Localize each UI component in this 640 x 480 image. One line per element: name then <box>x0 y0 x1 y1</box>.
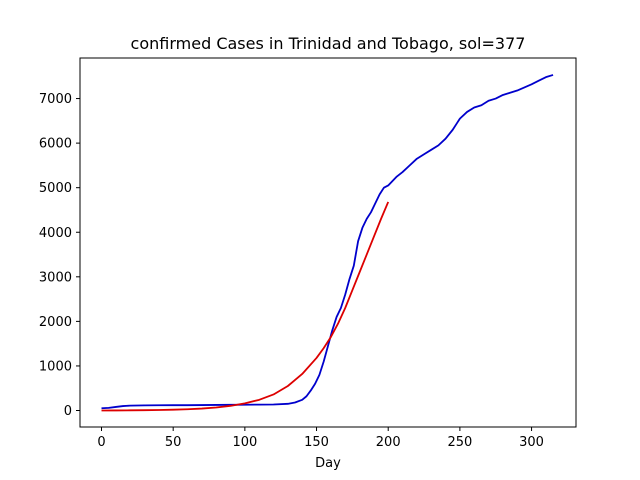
y-tick-label: 3000 <box>39 270 72 285</box>
x-tick-label: 150 <box>304 435 329 450</box>
x-tick-label: 50 <box>165 435 182 450</box>
y-tick-label: 2000 <box>39 315 72 330</box>
y-tick-label: 6000 <box>39 137 72 152</box>
plot-frame <box>79 57 577 428</box>
y-tick-label: 1000 <box>39 359 72 374</box>
y-tick-label: 5000 <box>39 181 72 196</box>
x-tick-label: 250 <box>447 435 472 450</box>
y-tick-label: 7000 <box>39 92 72 107</box>
y-tick-label: 0 <box>64 404 72 419</box>
x-tick-label: 0 <box>97 435 105 450</box>
y-axis-ticks: 0 1000 2000 3000 4000 5000 6000 7000 <box>39 92 80 419</box>
x-tick-label: 200 <box>376 435 401 450</box>
x-tick-label: 100 <box>232 435 257 450</box>
x-tick-label: 300 <box>519 435 544 450</box>
series-line-0 <box>101 74 554 410</box>
x-axis-ticks: 0 50 100 150 200 250 300 <box>97 427 544 450</box>
chart-title: confirmed Cases in Trinidad and Tobago, … <box>131 34 526 53</box>
y-tick-label: 4000 <box>39 226 72 241</box>
series-line-1 <box>101 201 390 412</box>
x-axis-label: Day <box>315 456 341 471</box>
series-layer <box>101 74 554 412</box>
